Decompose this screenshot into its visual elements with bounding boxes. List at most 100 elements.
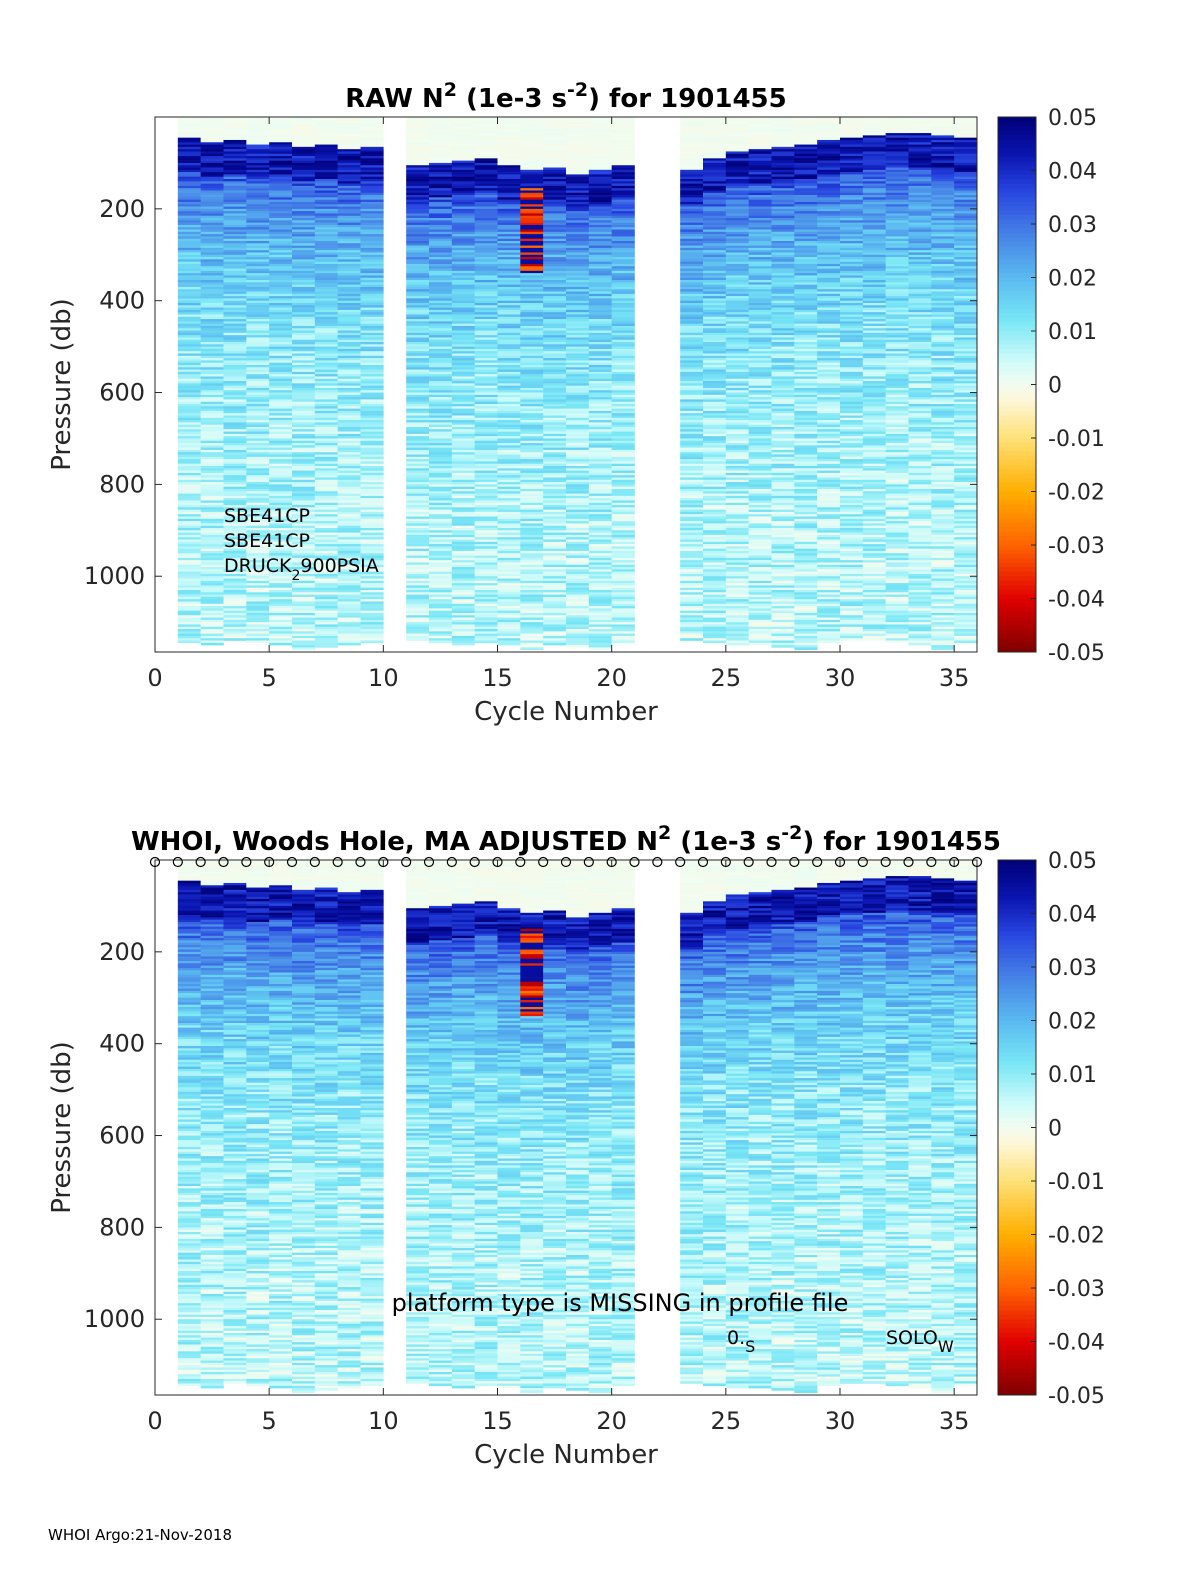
heatmap-cell <box>543 126 567 129</box>
heatmap-cell <box>269 443 293 446</box>
heatmap-cell <box>406 573 430 577</box>
heatmap-cell <box>292 523 316 527</box>
heatmap-cell <box>246 525 270 529</box>
heatmap-cell <box>406 344 430 347</box>
heatmap-cell <box>246 236 270 239</box>
heatmap-cell <box>406 394 430 398</box>
heatmap-cell <box>497 502 521 506</box>
heatmap-cell <box>543 133 567 136</box>
heatmap-cell <box>451 488 475 492</box>
heatmap-cell <box>703 495 727 499</box>
heatmap-cell <box>337 227 361 230</box>
heatmap-cell <box>406 592 430 595</box>
heatmap-cell <box>360 371 384 375</box>
heatmap-cell <box>200 433 224 437</box>
heatmap-cell <box>360 302 384 306</box>
heatmap-cell <box>200 362 224 366</box>
heatmap-cell <box>223 537 247 540</box>
heatmap-cell <box>543 447 567 451</box>
heatmap-cell <box>200 156 224 159</box>
heatmap-cell <box>543 404 567 407</box>
heatmap-cell <box>429 289 453 292</box>
heatmap-cell <box>588 139 612 143</box>
heatmap-cell <box>200 564 224 568</box>
heatmap-cell <box>680 172 704 175</box>
heatmap-cell <box>200 472 224 476</box>
heatmap-cell <box>703 461 727 465</box>
heatmap-cell <box>269 291 293 295</box>
heatmap-cell <box>337 578 361 582</box>
heatmap-cell <box>680 635 704 639</box>
heatmap-cell <box>543 550 567 554</box>
heatmap-cell <box>314 149 338 152</box>
heatmap-cell <box>177 491 201 494</box>
heatmap-cell <box>703 360 727 363</box>
heatmap-cell <box>588 466 612 469</box>
heatmap-cell <box>406 509 430 513</box>
heatmap-cell <box>406 399 430 403</box>
heatmap-cell <box>223 268 247 272</box>
heatmap-cell <box>543 307 567 311</box>
heatmap-cell <box>223 562 247 566</box>
heatmap-cell <box>703 408 727 412</box>
heatmap-cell <box>451 576 475 579</box>
heatmap-cell <box>246 254 270 258</box>
heatmap-cell <box>429 468 453 471</box>
heatmap-cell <box>566 431 590 435</box>
heatmap-cell <box>223 514 247 517</box>
heatmap-cell <box>337 300 361 304</box>
heatmap-cell <box>337 468 361 471</box>
heatmap-cell <box>680 275 704 279</box>
heatmap-cell <box>429 406 453 409</box>
heatmap-cell <box>429 387 453 391</box>
heatmap-cell <box>497 477 521 481</box>
heatmap-cell <box>314 298 338 301</box>
heatmap-cell <box>314 374 338 377</box>
heatmap-cell <box>337 236 361 239</box>
heatmap-cell <box>269 160 293 164</box>
heatmap-cell <box>703 546 727 549</box>
heatmap-cell <box>725 245 749 249</box>
heatmap-cell <box>703 583 727 586</box>
heatmap-cell <box>360 472 384 476</box>
heatmap-cell <box>451 319 475 322</box>
heatmap-cell <box>406 378 430 382</box>
heatmap-cell <box>314 165 338 168</box>
heatmap-cell <box>566 364 590 368</box>
heatmap-cell <box>543 305 567 308</box>
heatmap-cell <box>200 259 224 262</box>
heatmap-cell <box>223 162 247 166</box>
heatmap-cell <box>292 229 316 233</box>
heatmap-cell <box>292 408 316 412</box>
heatmap-cell <box>588 321 612 324</box>
heatmap-cell <box>543 300 567 304</box>
heatmap-cell <box>566 353 590 357</box>
heatmap-cell <box>520 234 544 237</box>
heatmap-cell <box>337 629 361 632</box>
heatmap-cell <box>429 447 453 451</box>
heatmap-cell <box>474 201 498 205</box>
heatmap-cell <box>520 183 544 187</box>
heatmap-cell <box>360 557 384 561</box>
heatmap-cell <box>520 523 544 527</box>
heatmap-cell <box>314 564 338 568</box>
heatmap-cell <box>337 277 361 281</box>
heatmap-cell <box>611 250 635 253</box>
heatmap-cell <box>200 277 224 281</box>
heatmap-cell <box>406 257 430 260</box>
heatmap-cell <box>566 362 590 366</box>
heatmap-cell <box>406 381 430 384</box>
heatmap-cell <box>474 429 498 432</box>
heatmap-cell <box>223 507 247 510</box>
heatmap-cell <box>200 139 224 143</box>
heatmap-cell <box>680 176 704 180</box>
heatmap-cell <box>337 576 361 579</box>
heatmap-cell <box>680 282 704 285</box>
heatmap-cell <box>292 562 316 566</box>
heatmap-cell <box>337 275 361 279</box>
heatmap-cell <box>451 160 475 164</box>
heatmap-cell <box>406 548 430 552</box>
heatmap-cell <box>588 590 612 593</box>
heatmap-cell <box>588 126 612 129</box>
heatmap-cell <box>588 247 612 251</box>
